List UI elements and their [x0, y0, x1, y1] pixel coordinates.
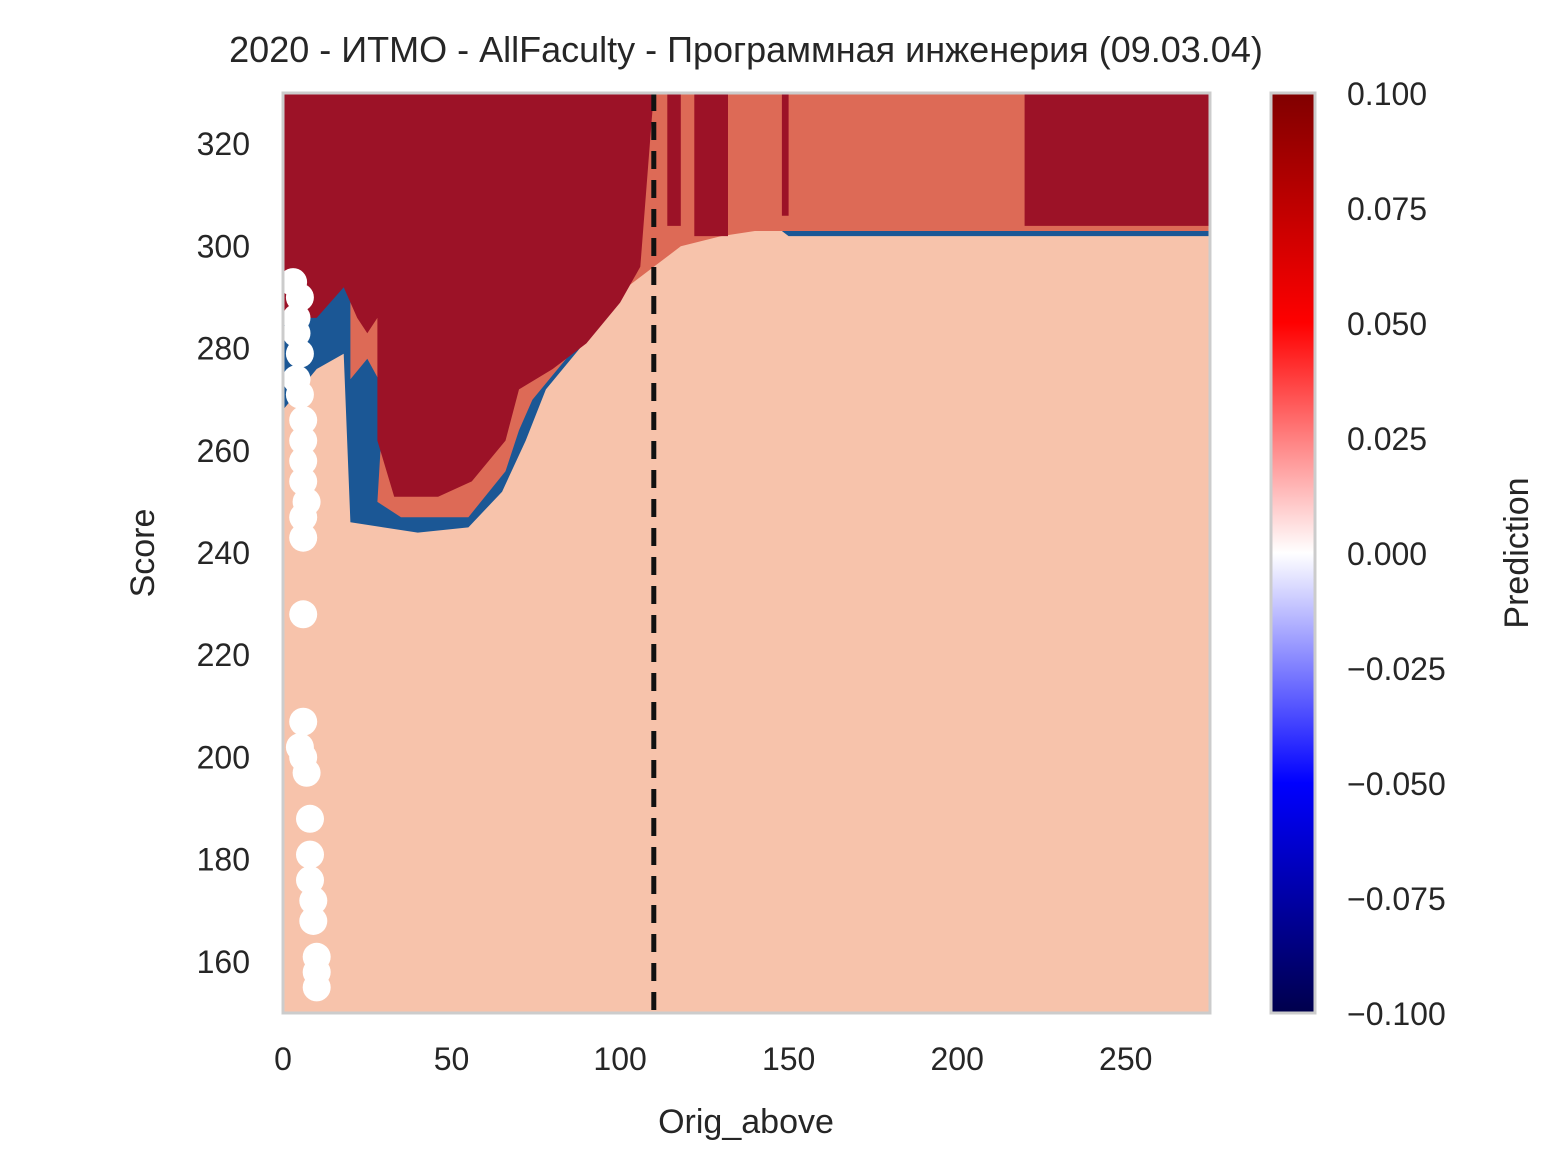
contour-region-strong-positive-3 — [781, 93, 789, 216]
scatter-point-3 — [283, 319, 311, 348]
y-tick-label: 240 — [197, 535, 250, 571]
scatter-point-6 — [285, 380, 314, 409]
x-tick-label: 200 — [930, 1041, 983, 1077]
chart-title: 2020 - ИТМО - AllFaculty - Программная и… — [229, 29, 1263, 70]
colorbar-tick-label: −0.075 — [1347, 881, 1446, 917]
scatter-point-4 — [285, 339, 314, 368]
scatter-point-20 — [296, 840, 324, 869]
y-tick-label: 320 — [197, 126, 250, 162]
scatter-point-8 — [289, 426, 318, 455]
scatter-point-12 — [289, 503, 318, 532]
colorbar-tick-label: 0.100 — [1347, 76, 1427, 112]
y-tick-label: 280 — [197, 331, 250, 367]
y-tick-label: 180 — [197, 842, 250, 878]
y-axis-ticks: 160 180 200 220 240 260 280 300 320 — [197, 126, 250, 980]
x-axis-label: Orig_above — [658, 1103, 834, 1141]
colorbar-tick-label: 0.025 — [1347, 421, 1427, 457]
x-tick-label: 100 — [593, 1041, 646, 1077]
contour-region-weak-positive-0 — [283, 220, 1210, 1013]
scatter-point-26 — [302, 973, 331, 1002]
colorbar-tick-label: 0.000 — [1347, 536, 1427, 572]
contour-region-strong-positive-4 — [1024, 93, 1210, 226]
y-tick-label: 220 — [197, 637, 250, 673]
y-tick-label: 300 — [197, 228, 250, 264]
scatter-point-15 — [289, 707, 318, 736]
y-axis-label: Score — [124, 509, 162, 598]
x-tick-label: 0 — [274, 1041, 292, 1077]
colorbar-tick-label: −0.025 — [1347, 651, 1446, 687]
colorbar-tick-label: 0.050 — [1347, 306, 1427, 342]
colorbar-label: Prediction — [1498, 477, 1536, 628]
contour-region-strong-positive-2 — [694, 93, 728, 237]
scatter-point-13 — [289, 523, 318, 552]
scatter-point-14 — [289, 600, 318, 629]
colorbar — [1269, 91, 1317, 1015]
colorbar-tick-label: 0.075 — [1347, 191, 1427, 227]
y-tick-label: 160 — [197, 944, 250, 980]
plot-area — [283, 93, 1210, 1013]
x-tick-label: 50 — [434, 1041, 470, 1077]
contour-region-strong-positive-1 — [667, 93, 681, 226]
x-axis-ticks: 0 50 100 150 200 250 — [274, 1041, 1152, 1077]
colorbar-tick-label: −0.050 — [1347, 766, 1446, 802]
scatter-point-22 — [299, 886, 328, 915]
x-tick-label: 150 — [762, 1041, 815, 1077]
scatter-point-18 — [292, 758, 321, 787]
x-tick-label: 250 — [1099, 1041, 1152, 1077]
contour-region-strong-positive-0 — [283, 93, 654, 497]
y-tick-label: 200 — [197, 739, 250, 775]
plot-frame — [281, 91, 1212, 1015]
contour-layers — [283, 93, 1210, 1013]
y-tick-label: 260 — [197, 433, 250, 469]
colorbar-tick-label: −0.100 — [1347, 996, 1446, 1032]
scatter-point-23 — [299, 907, 328, 935]
scatter-point-19 — [296, 804, 324, 833]
scatter-layer — [283, 268, 331, 1002]
scatter-point-7 — [289, 406, 318, 435]
colorbar-ticks: 0.100 0.075 0.050 0.025 0.000 −0.025 −0.050 −0.… — [1347, 76, 1446, 1032]
scatter-point-9 — [289, 447, 318, 475]
